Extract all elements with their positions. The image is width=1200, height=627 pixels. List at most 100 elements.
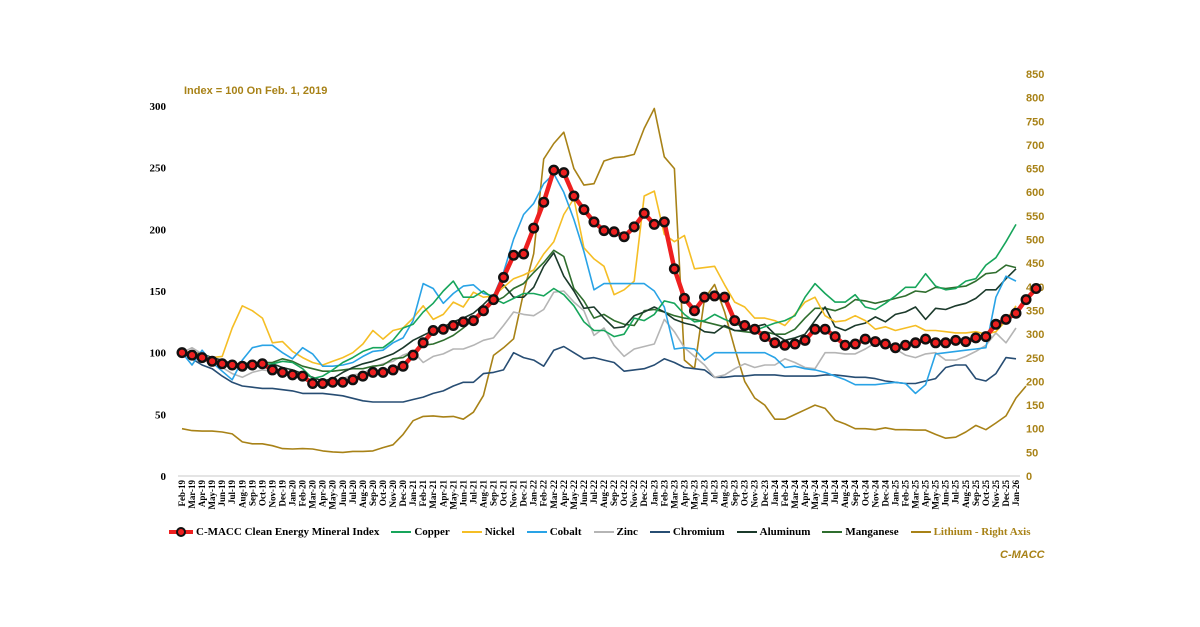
index-point (317, 378, 329, 390)
axes: 0 50 100 150 200 250 300 0 50 100 150 200 250 300 350 4… (150, 69, 1045, 510)
y-right-tick-label: 100 (1026, 424, 1044, 436)
x-tick-label: May-21 (448, 480, 458, 510)
x-tick-label: Nov-23 (750, 480, 760, 508)
x-tick-label: Aug-20 (358, 480, 368, 509)
index-point (457, 316, 469, 328)
x-tick-label: Aug-24 (840, 480, 850, 509)
x-tick-label: Dec-25 (1001, 480, 1011, 507)
x-tick-label: Oct-23 (740, 480, 750, 506)
y-right-tick-label: 650 (1026, 164, 1044, 176)
chart-subtitle: Index = 100 On Feb. 1, 2019 (184, 85, 328, 97)
legend-swatch (649, 531, 670, 533)
x-tick-label: Jan-25 (890, 480, 900, 507)
legend-item: Manganese (821, 526, 899, 538)
index-point (337, 376, 349, 388)
index-point (889, 342, 901, 354)
x-tick-label: Jan-21 (408, 480, 418, 507)
index-point (769, 337, 781, 349)
x-tick-label: Feb-25 (900, 480, 910, 507)
x-tick-label: Dec-19 (277, 480, 287, 507)
legend-item: Cobalt (526, 526, 582, 538)
index-point (538, 196, 550, 208)
x-tick-label: Nov-22 (629, 480, 639, 508)
x-tick-label: Aug-25 (961, 480, 971, 509)
x-tick-label: Jun-19 (217, 480, 227, 507)
x-tick-label: Jun-21 (458, 480, 468, 507)
x-tick-label: Dec-21 (519, 480, 529, 507)
y-right-tick-label: 550 (1026, 211, 1044, 223)
index-point (578, 204, 590, 216)
x-tick-label: Nov-24 (870, 480, 880, 508)
x-tick-label: May-20 (328, 480, 338, 510)
index-point (307, 378, 319, 390)
x-tick-label: Feb-24 (780, 480, 790, 507)
y-right-tick-label: 800 (1026, 93, 1044, 105)
index-point (487, 294, 499, 306)
legend-item: Chromium (649, 526, 725, 538)
index-point (789, 338, 801, 350)
legend-swatch (391, 531, 412, 533)
index-point (568, 190, 580, 202)
y-right-tick-label: 500 (1026, 235, 1044, 247)
legend-label: Zinc (616, 526, 638, 538)
index-point (618, 231, 630, 243)
x-tick-label: Mar-20 (308, 480, 318, 509)
y-right-tick-label: 750 (1026, 116, 1044, 128)
index-point (236, 360, 248, 372)
x-tick-label: Dec-23 (760, 480, 770, 507)
index-point (678, 292, 690, 304)
index-point (447, 320, 459, 332)
index-point (407, 349, 419, 361)
legend-item: Copper (390, 526, 450, 538)
x-tick-label: Jul-24 (830, 480, 840, 505)
x-tick-label: Mar-25 (911, 480, 921, 509)
x-tick-label: Jun-22 (579, 480, 589, 507)
x-tick-label: Nov-20 (388, 480, 398, 508)
index-point (920, 333, 932, 345)
x-tick-label: Oct-24 (860, 480, 870, 506)
index-markers (176, 164, 1042, 390)
x-tick-label: Jun-23 (700, 480, 710, 507)
x-tick-label: Sep-23 (730, 480, 740, 507)
series-lines (181, 107, 1038, 454)
y-left-tick-label: 300 (150, 101, 167, 113)
index-point (216, 358, 228, 370)
index-point (196, 352, 208, 364)
index-point (467, 315, 479, 327)
index-point (397, 360, 409, 372)
x-tick-label: Oct-22 (619, 480, 629, 506)
x-tick-label: Jul-23 (710, 480, 720, 505)
legend-item: Zinc (593, 526, 638, 538)
x-tick-label: Mar-24 (790, 480, 800, 509)
legend-swatch-marker (176, 527, 186, 537)
legend-label: C-MACC Clean Energy Mineral Index (196, 526, 380, 538)
index-point (739, 320, 751, 332)
index-point (477, 305, 489, 317)
legend-item: Nickel (461, 526, 515, 538)
y-right-tick-label: 200 (1026, 376, 1044, 388)
x-tick-label: Sep-21 (488, 480, 498, 507)
index-point (628, 221, 640, 233)
index-point (849, 338, 861, 350)
x-tick-label: May-24 (810, 480, 820, 510)
y-right-tick-label: 0 (1026, 471, 1032, 483)
x-tick-label: Oct-20 (378, 480, 388, 506)
x-tick-label: Jul-25 (951, 480, 961, 505)
index-point (859, 333, 871, 345)
x-tick-label: Jan-20 (288, 480, 298, 507)
y-left-tick-label: 100 (150, 348, 167, 360)
index-point (588, 216, 600, 228)
index-point (377, 366, 389, 378)
index-point (357, 370, 369, 382)
legend-label: Manganese (845, 526, 899, 538)
index-point (688, 305, 700, 317)
x-tick-label: Aug-21 (478, 480, 488, 509)
legend-swatch (526, 531, 547, 533)
series-line-chromium (181, 345, 1017, 403)
x-tick-label: May-19 (207, 480, 217, 510)
legend-swatch (736, 531, 757, 533)
x-tick-label: May-23 (689, 480, 699, 510)
y-right-tick-label: 150 (1026, 400, 1044, 412)
x-tick-label: Jun-25 (941, 480, 951, 507)
index-point (960, 336, 972, 348)
